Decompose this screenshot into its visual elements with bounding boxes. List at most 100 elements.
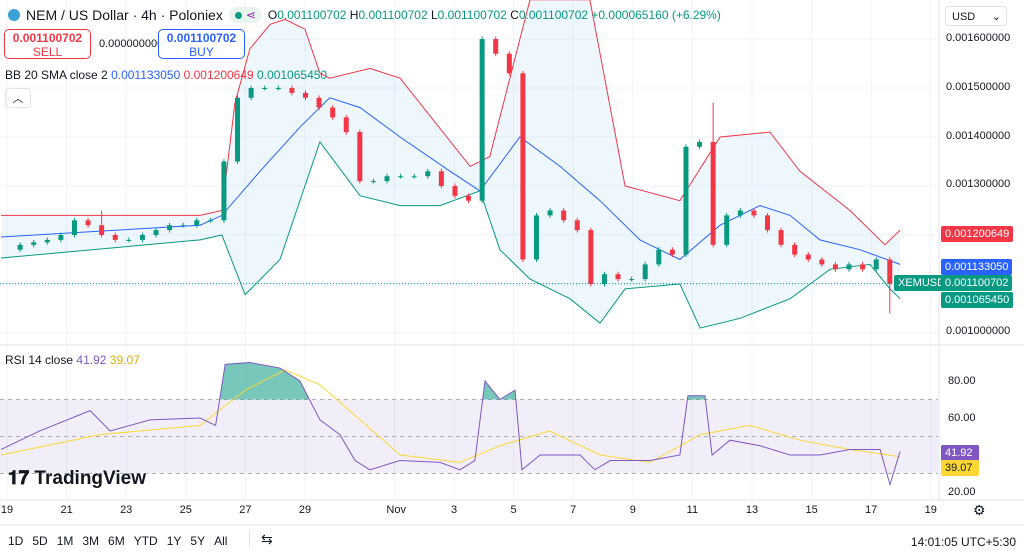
rsi-axis-label: 80.00 — [948, 375, 976, 387]
nem-logo-icon — [8, 9, 20, 21]
range-ytd[interactable]: YTD — [133, 534, 158, 548]
candle-body — [751, 210, 757, 216]
time-axis-label: 19 — [0, 504, 14, 516]
candle-body — [31, 242, 37, 245]
range-3m[interactable]: 3M — [82, 534, 100, 548]
spread-value: 0.000000000 — [99, 38, 164, 50]
price-axis-label: 0.001300000 — [946, 178, 1011, 190]
candle-body — [112, 235, 118, 240]
candle-body — [724, 215, 730, 245]
candle-body — [275, 88, 281, 89]
bollinger-lower-line — [0, 140, 901, 329]
candle-body — [425, 171, 431, 177]
date-range-icon[interactable]: ⇆ — [261, 531, 273, 547]
candle-body — [153, 230, 159, 235]
bb-upper-tag: 0.001200649 — [941, 226, 1014, 242]
rsi-ma-tag: 39.07 — [941, 460, 979, 476]
candle-body — [180, 225, 186, 227]
candle-body — [139, 235, 145, 240]
candle-body — [588, 230, 594, 284]
range-toolbar: 1D 5D 1M 3M 6M YTD 1Y 5Y All — [8, 534, 236, 548]
price-axis-label: 0.001000000 — [946, 325, 1011, 337]
range-5y[interactable]: 5Y — [190, 534, 206, 548]
candle-body — [601, 274, 607, 284]
rsi-line — [0, 361, 901, 487]
symbol-title[interactable]: NEM / US Dollar · 4h · Poloniex — [26, 7, 223, 23]
range-1m[interactable]: 1M — [56, 534, 74, 548]
time-axis-label: 11 — [686, 504, 699, 516]
range-1y[interactable]: 1Y — [166, 534, 182, 548]
candle-body — [683, 146, 689, 255]
candle-body — [846, 264, 852, 270]
time-axis-label: 17 — [865, 504, 878, 516]
settings-icon[interactable]: ⚙ — [973, 502, 986, 518]
time-axis-label: 9 — [629, 504, 636, 516]
time-axis-label: 25 — [179, 504, 192, 516]
candle-body — [316, 97, 322, 108]
candle-body — [438, 171, 444, 186]
toolbar-divider — [249, 530, 250, 548]
time-axis-label: 15 — [805, 504, 818, 516]
candle-body — [384, 176, 390, 182]
bb-lower-tag: 0.001065450 — [941, 292, 1014, 308]
range-all[interactable]: All — [214, 534, 228, 548]
candle-body — [642, 264, 648, 280]
tradingview-logo[interactable]: 𝟏𝟕 TradingView — [8, 468, 146, 489]
sell-button[interactable]: 0.001100702 SELL — [4, 29, 91, 59]
candle-body — [370, 181, 376, 183]
symbol-tag: XEMUSD — [894, 275, 950, 291]
candle-body — [17, 244, 23, 250]
candle-body — [479, 39, 485, 201]
candle-body — [873, 259, 879, 270]
candle-body — [207, 220, 213, 222]
candle-body — [99, 225, 105, 235]
bollinger-upper-line — [1, 0, 901, 246]
candle-body — [805, 254, 811, 260]
candle-body — [248, 88, 254, 98]
last-price-tag: 0.001100702 — [941, 275, 1013, 291]
rsi-axis-label: 60.00 — [948, 412, 976, 424]
collapse-legend-button[interactable]: ︿ — [5, 88, 31, 108]
time-axis-label: 23 — [120, 504, 133, 516]
candle-body — [792, 244, 798, 255]
rsi-band-fill — [0, 399, 938, 474]
clock[interactable]: 14:01:05 UTC+5:30 — [910, 535, 1016, 549]
bb-basis-tag: 0.001133050 — [941, 259, 1013, 275]
range-1d[interactable]: 1D — [8, 534, 24, 548]
candle-body — [289, 88, 295, 93]
time-axis-label: 29 — [298, 504, 312, 516]
candle-body — [887, 259, 893, 284]
candle-body — [533, 215, 539, 260]
share-icon: ⋖ — [245, 8, 256, 22]
range-6m[interactable]: 6M — [108, 534, 125, 548]
time-axis-label: 7 — [570, 504, 577, 516]
candle-body — [58, 235, 64, 240]
candle-body — [520, 73, 526, 260]
candle-body — [44, 239, 50, 243]
candle-body — [466, 195, 472, 201]
candle-body — [85, 220, 91, 226]
candle-body — [398, 176, 404, 178]
market-status-pill[interactable]: ⋖ — [228, 7, 262, 23]
candle-body — [656, 249, 662, 265]
time-axis-label: 19 — [924, 504, 937, 516]
candle-body — [629, 279, 635, 281]
candle-body — [506, 53, 512, 74]
candle-body — [357, 132, 363, 182]
currency-select[interactable]: USD ⌄ — [945, 6, 1007, 26]
range-5d[interactable]: 5D — [32, 534, 48, 548]
price-axis-label: 0.001500000 — [946, 81, 1011, 93]
buy-button[interactable]: 0.001100702 BUY — [158, 29, 245, 59]
bollinger-fill — [1, 0, 901, 329]
candle-body — [764, 215, 770, 231]
time-axis-label: 3 — [450, 504, 458, 516]
market-open-icon — [234, 11, 242, 19]
rsi-legend[interactable]: RSI 14 close 41.92 39.07 — [5, 353, 140, 367]
rsi-value-tag: 41.92 — [941, 445, 979, 461]
candle-body — [574, 220, 580, 231]
symbol-legend: NEM / US Dollar · 4h · Poloniex ⋖ O0.001… — [8, 7, 721, 23]
candle-body — [262, 88, 268, 89]
bb-legend[interactable]: BB 20 SMA close 2 0.001133050 0.00120064… — [5, 68, 328, 82]
candle-body — [697, 141, 703, 147]
